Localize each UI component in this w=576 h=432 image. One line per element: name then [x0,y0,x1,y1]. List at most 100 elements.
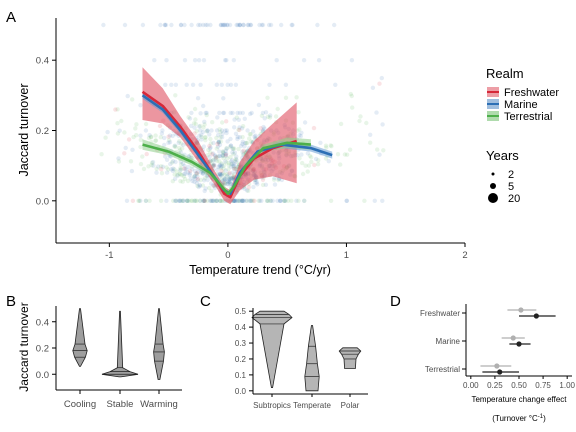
scatter-point-marine [170,168,176,174]
scatter-point-marine [182,167,188,172]
scatter-point-marine [154,170,159,175]
scatter-point-marine [218,164,224,169]
scatter-point-marine [196,58,202,63]
scatter-point-marine [138,198,143,203]
scatter-point-terrestrial [193,121,198,127]
scatter-point-marine [221,110,227,116]
scatter-point-marine [228,179,233,185]
scatter-point-marine [205,177,210,183]
y-tick-label: 0.2 [36,344,49,355]
scatter-point-terrestrial [202,198,207,203]
scatter-point-marine [377,152,382,157]
scatter-point-marine [218,172,224,178]
scatter-point-marine [124,198,130,203]
scatter-point-terrestrial [231,151,236,157]
scatter-point-marine [248,198,253,203]
scatter-point-terrestrial [214,146,219,151]
scatter-point-marine [248,22,253,28]
scatter-point-marine [178,22,184,28]
scatter-point-marine [239,198,245,203]
scatter-point-terrestrial [231,172,237,177]
scatter-point-freshwater [312,162,317,168]
scatter-point-marine [198,128,203,133]
scatter-point-terrestrial [191,121,197,126]
scatter-point-marine [248,111,253,117]
scatter-point-terrestrial [244,198,250,203]
scatter-point-terrestrial [357,118,362,124]
scatter-point-marine [223,128,228,133]
scatter-point-marine [207,198,213,203]
x-tick-label-warming: Warming [140,399,178,410]
scatter-point-marine [168,161,173,167]
scatter-point-freshwater [130,198,136,203]
legend-years-label: 2 [508,169,514,181]
scatter-point-marine [237,22,243,28]
scatter-point-marine [207,146,213,151]
scatter-point-marine [299,130,304,135]
scatter-point-terrestrial [259,113,265,119]
scatter-point-terrestrial [236,146,241,152]
scatter-point-freshwater [215,141,220,147]
scatter-point-marine [234,154,239,159]
scatter-point-marine [223,152,228,157]
scatter-point-marine [211,163,217,168]
scatter-point-terrestrial [115,121,120,126]
scatter-point-terrestrial [181,174,187,179]
legend-size-dot [491,172,495,176]
scatter-point-marine [163,22,169,28]
scatter-point-marine [232,117,237,122]
scatter-point-marine [235,22,240,28]
scatter-point-terrestrial [185,178,191,184]
scatter-point-marine [198,198,203,203]
scatter-point-marine [344,198,350,203]
legend-years-label: 20 [508,193,520,205]
scatter-point-marine [374,110,379,115]
scatter-point-marine [372,198,377,203]
scatter-point-marine [187,171,193,176]
scatter-point-marine [227,177,232,182]
scatter-point-terrestrial [226,175,231,180]
scatter-point-terrestrial [190,198,195,203]
scatter-point-terrestrial [194,171,200,177]
scatter-point-marine [227,176,232,181]
x-tick-label: 0.75 [535,381,551,390]
scatter-point-marine [220,164,225,169]
scatter-point-marine [228,164,234,169]
scatter-point-terrestrial [172,144,177,149]
scatter-point-marine [217,172,223,177]
scatter-point-terrestrial [344,152,350,157]
scatter-point-marine [194,181,199,186]
scatter-point-terrestrial [180,198,185,203]
scatter-point-marine [197,133,202,138]
scatter-point-terrestrial [271,177,277,182]
scatter-point-marine [221,110,226,116]
effect-point-marine [510,335,516,341]
scatter-point-terrestrial [153,133,158,138]
scatter-point-terrestrial [303,163,308,168]
panel-a-x-axis-label: Temperature trend (°C/yr) [189,263,331,277]
scatter-point-marine [218,22,224,28]
scatter-point-terrestrial [226,180,232,185]
scatter-point-freshwater [207,143,212,149]
scatter-point-terrestrial [207,185,212,191]
scatter-point-terrestrial [220,153,226,158]
scatter-point-marine [243,140,248,146]
scatter-point-terrestrial [158,198,164,203]
scatter-point-marine [272,182,278,187]
scatter-point-terrestrial [170,179,175,184]
scatter-point-terrestrial [220,120,225,125]
scatter-point-terrestrial [210,162,216,167]
scatter-point-terrestrial [166,138,172,143]
scatter-point-terrestrial [218,134,223,140]
panel-c-chart: 0.0 0.1 0.2 0.3 0.4 0.5 Subtropics Temperate Po… [235,307,368,410]
scatter-point-marine [192,176,198,181]
scatter-point-marine [177,198,183,203]
scatter-point-marine [270,198,275,203]
scatter-point-terrestrial [201,125,206,130]
scatter-point-terrestrial [381,148,386,153]
scatter-point-marine [190,82,196,88]
scatter-point-terrestrial [246,188,251,193]
panel-b-y-axis-label: Jaccard turnover [17,302,31,391]
scatter-point-marine [143,198,149,203]
scatter-point-marine [169,167,174,172]
